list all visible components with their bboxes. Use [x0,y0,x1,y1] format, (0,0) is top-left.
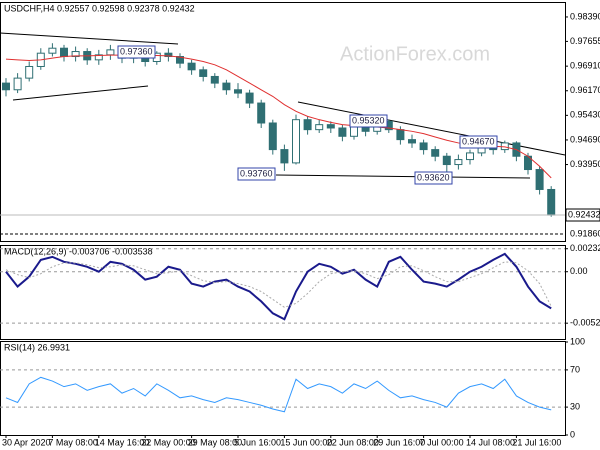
trendline [275,174,531,179]
x-tick-label: 30 Apr 2020 [2,437,51,447]
candle-body [71,51,80,58]
trendline [297,101,566,156]
y-tick-label: 0.95430 [570,110,600,120]
y-tick-label: 0.97655 [570,36,600,46]
candle-body [292,119,300,164]
annotation-box [349,114,388,128]
annotation-box [414,171,453,185]
annotation: 0.93760 [240,168,273,178]
y-tick-label: 0.002325 [570,243,600,253]
candle-body [303,119,312,131]
y-tick-label: 0.98390 [570,11,600,21]
candle-body [547,188,556,216]
x-tick-label: 5 Jun 16:00 [234,437,281,447]
macd-panel [0,245,566,340]
candle-body [199,69,208,77]
candle-body [466,152,474,161]
candle-body [268,122,277,151]
x-tick-label: 15 Jun 00:00 [280,437,332,447]
candle-body [13,77,22,91]
candle-body [535,169,544,190]
candle-body [60,47,68,58]
candle-body [338,127,347,137]
y-tick-label: 0.94690 [570,134,600,144]
series-line [5,376,552,413]
candle-body [222,82,231,91]
candle-body [106,49,115,56]
series-line [5,252,552,321]
candle-body [234,89,242,94]
candle-body [94,54,103,61]
candle-body [257,102,266,124]
annotation: 0.97360 [120,46,153,56]
candle-body [477,147,486,154]
candle-body [396,129,405,141]
series-line [5,261,552,308]
x-tick-label: 7 May 08:00 [48,437,98,447]
candle-body [245,92,254,104]
candle-body [442,155,451,166]
x-tick-label: 21 Jul 16:00 [512,437,561,447]
candle-body [210,75,219,84]
candle-body [326,124,335,129]
x-tick-label: 29 May 08:00 [188,437,243,447]
y-tick-label: 30 [570,401,580,411]
candle-body [350,125,358,137]
level-label: 0.91860 [570,228,600,238]
annotation: 0.94670 [462,136,495,146]
y-tick-label: 0.00 [570,266,588,276]
candle-body [454,159,463,166]
rsi-panel [0,341,566,436]
candle-body [280,149,289,164]
candle-body [315,124,324,131]
y-tick-label: -0.005201 [570,318,600,328]
y-tick-label: 100 [570,336,585,346]
y-tick-label: 0.96910 [570,61,600,71]
candle-body [48,47,57,54]
annotation-box [237,167,276,181]
watermark: ActionForex.com [340,43,490,65]
y-tick-label: 70 [570,364,580,374]
candle-body [176,56,184,64]
candle-body [408,139,416,144]
x-tick-label: 22 May 00:00 [141,437,196,447]
candle-body [2,82,10,91]
chart-title: USDCHF,H4 0.92557 0.92598 0.92378 0.9243… [4,3,195,13]
annotation-box [459,135,498,149]
x-tick-label: 7 Jul 00:00 [420,437,464,447]
y-tick-label: 0.93950 [570,159,600,169]
x-tick-label: 29 Jun 16:00 [373,437,425,447]
trendline [0,32,179,45]
panel-title: MACD(12,26,9) -0.003706 -0.003538 [4,246,153,256]
last-price-label: 0.92432 [568,209,600,219]
candle-body [25,65,34,79]
y-tick-label: 0 [570,429,575,439]
candle-body [419,142,428,151]
annotation-box [117,45,156,59]
candle-body [164,52,173,58]
annotation: 0.95320 [352,115,385,125]
price-panel [0,2,566,242]
trendline [12,85,149,101]
candle-body [500,142,509,151]
x-tick-label: 14 May 16:00 [95,437,150,447]
y-tick-label: 0.96170 [570,85,600,95]
panel-title: RSI(14) 26.9931 [4,342,70,352]
candle-body [431,149,440,157]
candle-body [187,62,196,71]
x-tick-label: 14 Jul 08:00 [466,437,515,447]
last-price-box [565,208,600,222]
x-tick-label: 22 Jun 08:00 [327,437,379,447]
annotation: 0.93620 [417,172,450,182]
